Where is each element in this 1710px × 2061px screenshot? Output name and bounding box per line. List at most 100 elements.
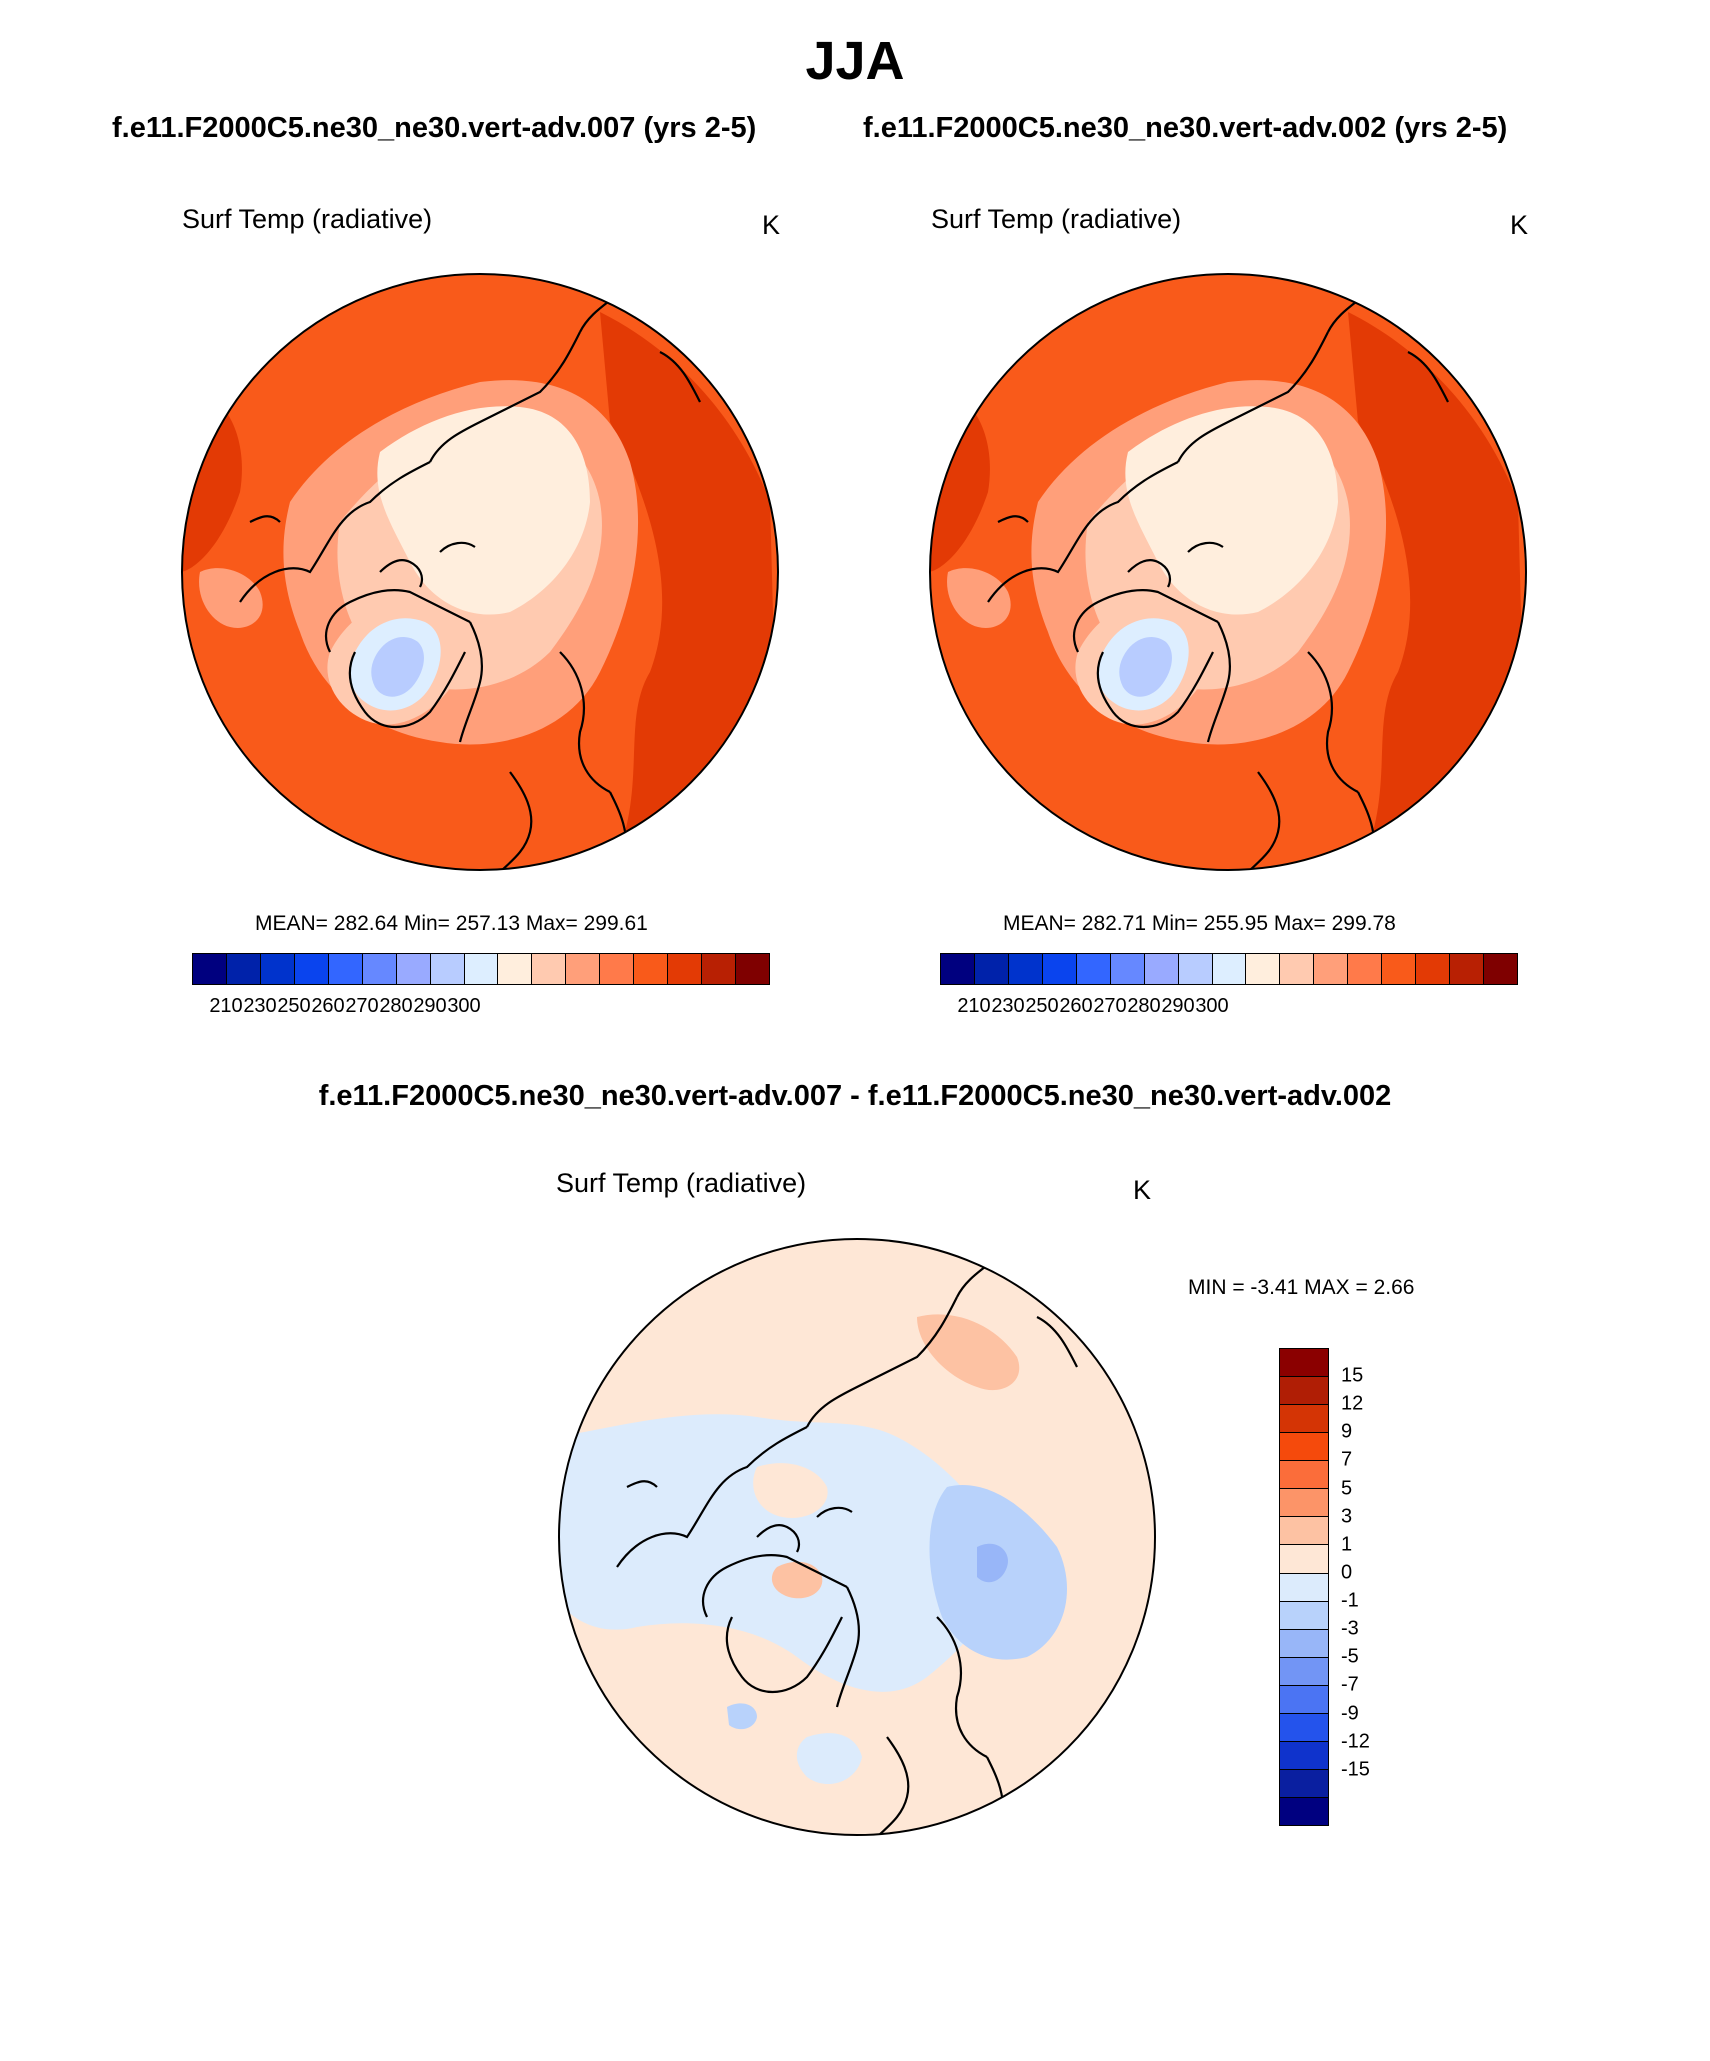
diff-map-pos-region-greenland <box>771 1561 823 1599</box>
left-stats: MEAN= 282.64 Min= 257.13 Max= 299.61 <box>255 912 648 935</box>
right-map <box>929 273 1527 871</box>
left-colorbar <box>192 953 770 985</box>
colorbar-box <box>1314 954 1349 984</box>
colorbar-box <box>1280 954 1315 984</box>
colorbar-box <box>226 954 261 984</box>
diff-map-border <box>558 1238 1156 1836</box>
colorbar-box <box>974 954 1009 984</box>
diff-units-label: K <box>1133 1175 1152 1205</box>
colorbar-box <box>668 954 703 984</box>
diff-map-neg-core <box>977 1543 1008 1583</box>
colorbar-tick-label: 12 <box>1341 1392 1364 1415</box>
colorbar-tick-label: 290 <box>413 995 447 1017</box>
colorbar-tick-label: 260 <box>1059 995 1093 1017</box>
colorbar-box <box>1416 954 1451 984</box>
colorbar-box <box>1382 954 1417 984</box>
colorbar-box <box>600 954 635 984</box>
colorbar-box <box>193 954 227 984</box>
colorbar-box <box>1212 954 1247 984</box>
colorbar-tick-label: 5 <box>1341 1477 1353 1500</box>
colorbar-box <box>1348 954 1383 984</box>
colorbar-tick-label: -3 <box>1341 1617 1359 1640</box>
colorbar-tick-label: 250 <box>277 995 311 1017</box>
colorbar-box <box>1042 954 1077 984</box>
colorbar-box <box>294 954 329 984</box>
colorbar-box <box>1280 1629 1328 1658</box>
right-map-border <box>929 273 1527 871</box>
colorbar-box <box>1280 1349 1328 1378</box>
colorbar-box <box>430 954 465 984</box>
colorbar-tick-label: 280 <box>379 995 413 1017</box>
colorbar-tick-label: 15 <box>1341 1364 1364 1387</box>
colorbar-box <box>1280 1741 1328 1770</box>
colorbar-box <box>1008 954 1043 984</box>
left-map-border <box>181 273 779 871</box>
colorbar-box <box>1280 1461 1328 1490</box>
colorbar-tick-label: -1 <box>1341 1589 1359 1612</box>
colorbar-tick-label: -5 <box>1341 1645 1359 1668</box>
right-variable-label: Surf Temp (radiative) <box>931 204 1182 234</box>
colorbar-box <box>1110 954 1145 984</box>
colorbar-box <box>1280 1769 1328 1798</box>
colorbar-tick-label: 270 <box>345 995 379 1017</box>
colorbar-box <box>1280 1377 1328 1406</box>
diff-map-neg-region-iceland <box>727 1703 757 1730</box>
diff-variable-label: Surf Temp (radiative) <box>556 1168 807 1198</box>
colorbar-box <box>1280 1433 1328 1462</box>
right-map-greenland-coldest <box>1119 637 1172 697</box>
colorbar-tick-label: -12 <box>1341 1730 1370 1753</box>
colorbar-box <box>1280 1713 1328 1742</box>
colorbar-box <box>1144 954 1179 984</box>
colorbar-box <box>532 954 567 984</box>
season-title: JJA <box>805 31 905 91</box>
colorbar-box <box>1246 954 1281 984</box>
colorbar-box <box>1484 954 1517 984</box>
colorbar-tick-label: 210 <box>957 995 991 1017</box>
colorbar-tick-label: 270 <box>1093 995 1127 1017</box>
colorbar-tick-label: 290 <box>1161 995 1195 1017</box>
colorbar-tick-label: -15 <box>1341 1758 1370 1781</box>
colorbar-box <box>1280 1489 1328 1518</box>
colorbar-box <box>396 954 431 984</box>
right-stats: MEAN= 282.71 Min= 255.95 Max= 299.78 <box>1003 912 1396 935</box>
colorbar-box <box>1076 954 1111 984</box>
diff-map-neg-small-region <box>559 1414 1003 1692</box>
right-colorbar <box>940 953 1518 985</box>
colorbar-box <box>702 954 736 984</box>
colorbar-tick-label: 1 <box>1341 1533 1353 1556</box>
colorbar-tick-label: 260 <box>311 995 345 1017</box>
right-map-coastlines <box>987 291 1449 870</box>
colorbar-box <box>1178 954 1213 984</box>
colorbar-box <box>1280 1517 1328 1546</box>
diff-map-coastlines <box>616 1256 1078 1835</box>
colorbar-tick-label: 250 <box>1025 995 1059 1017</box>
colorbar-box <box>328 954 363 984</box>
colorbar-box <box>1450 954 1484 984</box>
colorbar-box <box>1280 1657 1328 1686</box>
colorbar-tick-label: 300 <box>1195 995 1229 1017</box>
colorbar-box <box>566 954 601 984</box>
colorbar-tick-label: -9 <box>1341 1702 1359 1725</box>
colorbar-tick-label: 230 <box>243 995 277 1017</box>
colorbar-box <box>1280 1545 1328 1574</box>
colorbar-box <box>634 954 669 984</box>
colorbar-box <box>260 954 295 984</box>
diff-map-neg-region-europe <box>796 1733 862 1785</box>
colorbar-tick-label: 7 <box>1341 1448 1353 1471</box>
right-map-alaska-cool <box>947 568 1011 628</box>
left-map-alaska-cool <box>199 568 263 628</box>
colorbar-box <box>736 954 769 984</box>
diff-map-pos-region-north <box>917 1314 1020 1391</box>
left-map <box>181 273 779 871</box>
diff-stats: MIN = -3.41 MAX = 2.66 <box>1188 1276 1415 1299</box>
colorbar-tick-label: 230 <box>991 995 1025 1017</box>
colorbar-box <box>1280 1798 1328 1826</box>
difference-title: f.e11.F2000C5.ne30_ne30.vert-adv.007 - f… <box>318 1080 1392 1112</box>
diff-colorbar <box>1279 1348 1329 1826</box>
colorbar-tick-label: -7 <box>1341 1673 1359 1696</box>
colorbar-box <box>941 954 975 984</box>
colorbar-tick-label: 280 <box>1127 995 1161 1017</box>
case-b-title: f.e11.F2000C5.ne30_ne30.vert-adv.002 (yr… <box>863 112 1508 144</box>
right-map-arctic-core <box>1125 406 1338 615</box>
colorbar-box <box>464 954 499 984</box>
